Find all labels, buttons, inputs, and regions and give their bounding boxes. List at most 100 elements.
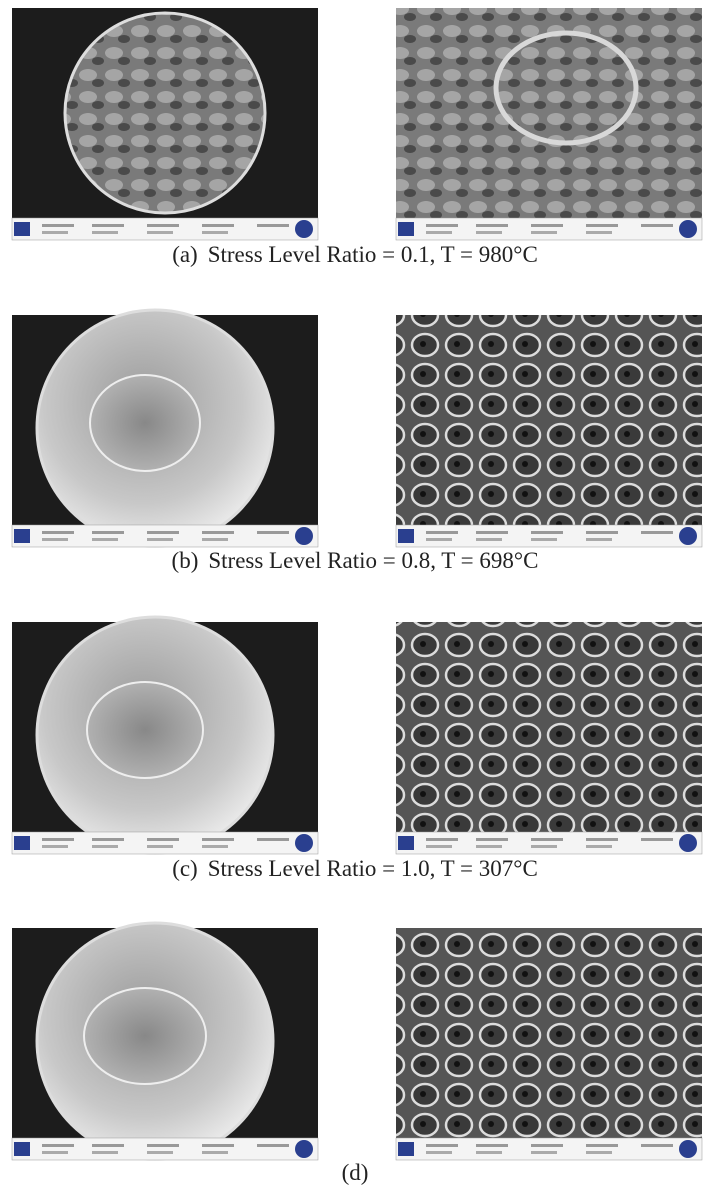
info-field bbox=[531, 224, 563, 227]
info-field bbox=[426, 845, 452, 848]
info-field bbox=[426, 1144, 458, 1147]
info-field bbox=[426, 231, 452, 234]
info-field bbox=[531, 531, 563, 534]
info-field bbox=[586, 1144, 618, 1147]
info-field bbox=[426, 538, 452, 541]
info-field bbox=[147, 838, 179, 841]
caption: (c)Stress Level Ratio = 1.0, T = 307°C bbox=[172, 856, 538, 881]
info-field bbox=[586, 231, 612, 234]
info-field bbox=[42, 845, 68, 848]
info-seal bbox=[679, 527, 697, 545]
info-field bbox=[92, 224, 124, 227]
info-seal bbox=[295, 220, 313, 238]
info-field bbox=[92, 231, 118, 234]
info-field bbox=[202, 224, 234, 227]
info-field bbox=[531, 538, 557, 541]
info-field bbox=[476, 231, 502, 234]
figure: (a)Stress Level Ratio = 0.1, T = 980°C (… bbox=[0, 0, 708, 1192]
sem-overview bbox=[12, 923, 318, 1160]
info-field bbox=[476, 1144, 508, 1147]
info-field bbox=[641, 838, 673, 841]
caption-label: (d) bbox=[342, 1160, 369, 1185]
info-field bbox=[257, 838, 289, 841]
info-field bbox=[92, 838, 124, 841]
info-field bbox=[202, 838, 234, 841]
info-field bbox=[92, 538, 118, 541]
info-field bbox=[476, 538, 502, 541]
info-field bbox=[641, 531, 673, 534]
info-logo bbox=[398, 222, 414, 236]
info-field bbox=[531, 1144, 563, 1147]
sem-overview bbox=[12, 617, 318, 854]
info-bar bbox=[12, 1138, 318, 1160]
info-logo bbox=[14, 836, 30, 850]
info-bar bbox=[396, 832, 702, 854]
info-field bbox=[147, 538, 173, 541]
info-field bbox=[586, 224, 618, 227]
info-field bbox=[92, 1151, 118, 1154]
info-field bbox=[586, 531, 618, 534]
info-field bbox=[257, 531, 289, 534]
caption: (a)Stress Level Ratio = 0.1, T = 980°C bbox=[172, 242, 538, 267]
info-field bbox=[586, 845, 612, 848]
info-field bbox=[42, 531, 74, 534]
caption-label: (a) bbox=[172, 242, 198, 267]
info-field bbox=[426, 531, 458, 534]
info-bar bbox=[12, 525, 318, 547]
info-seal bbox=[295, 527, 313, 545]
info-field bbox=[476, 1151, 502, 1154]
info-field bbox=[42, 224, 74, 227]
caption-text: Stress Level Ratio = 0.8, T = 698°C bbox=[208, 548, 538, 573]
info-field bbox=[426, 838, 458, 841]
info-field bbox=[476, 838, 508, 841]
fracture-core bbox=[84, 988, 206, 1084]
info-field bbox=[476, 531, 508, 534]
info-field bbox=[531, 231, 557, 234]
fracture-core bbox=[90, 375, 200, 471]
info-logo bbox=[14, 222, 30, 236]
info-field bbox=[147, 845, 173, 848]
info-field bbox=[92, 1144, 124, 1147]
image-texture bbox=[396, 8, 702, 218]
info-field bbox=[147, 224, 179, 227]
info-seal bbox=[295, 834, 313, 852]
info-field bbox=[147, 531, 179, 534]
info-bar bbox=[396, 218, 702, 240]
info-logo bbox=[398, 836, 414, 850]
info-logo bbox=[398, 529, 414, 543]
info-field bbox=[476, 845, 502, 848]
sem-overview bbox=[12, 8, 318, 240]
info-seal bbox=[679, 834, 697, 852]
caption: (b) Stress Level Ratio = 0.8, T = 698°C bbox=[172, 548, 539, 573]
info-field bbox=[476, 224, 508, 227]
info-field bbox=[202, 231, 228, 234]
sem-closeup bbox=[396, 8, 702, 240]
sem-overview bbox=[12, 310, 318, 547]
info-field bbox=[257, 224, 289, 227]
info-field bbox=[257, 1144, 289, 1147]
info-field bbox=[202, 1144, 234, 1147]
info-logo bbox=[14, 529, 30, 543]
info-field bbox=[202, 845, 228, 848]
info-field bbox=[202, 531, 234, 534]
info-field bbox=[586, 538, 612, 541]
info-field bbox=[202, 1151, 228, 1154]
image-texture bbox=[396, 928, 702, 1138]
info-field bbox=[202, 538, 228, 541]
info-seal bbox=[679, 220, 697, 238]
info-field bbox=[586, 1151, 612, 1154]
info-logo bbox=[14, 1142, 30, 1156]
info-field bbox=[42, 538, 68, 541]
info-bar bbox=[396, 525, 702, 547]
sem-closeup bbox=[396, 315, 702, 547]
info-field bbox=[531, 845, 557, 848]
caption-text: Stress Level Ratio = 1.0, T = 307°C bbox=[208, 856, 538, 881]
info-field bbox=[42, 1151, 68, 1154]
info-field bbox=[147, 1151, 173, 1154]
info-field bbox=[92, 845, 118, 848]
info-field bbox=[147, 1144, 179, 1147]
info-field bbox=[426, 1151, 452, 1154]
sem-closeup bbox=[396, 928, 702, 1160]
info-seal bbox=[679, 1140, 697, 1158]
caption-label: (b) bbox=[172, 548, 199, 573]
